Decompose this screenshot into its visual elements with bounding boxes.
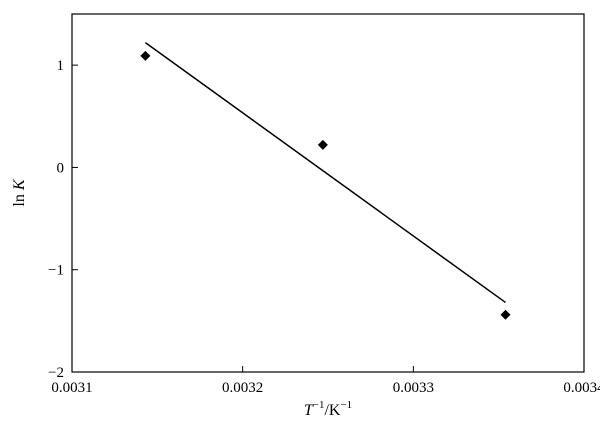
data-points (140, 50, 511, 320)
y-tick-label: 0 (57, 160, 65, 176)
fit-line-group (144, 42, 506, 304)
y-tick-label: 1 (57, 58, 65, 74)
y-axis-label: ln K (11, 178, 28, 206)
x-axis-label: T−1/K−1 (304, 399, 352, 419)
y-axis-ticks: −2 −1 0 1 (48, 58, 78, 381)
x-tick-label: 0.0031 (51, 380, 92, 396)
x-axis-ticks: 0.0031 0.0032 0.0033 0.0034 (51, 366, 600, 396)
x-tick-label: 0.0034 (563, 380, 600, 396)
plot-frame (71, 13, 585, 373)
x-tick-label: 0.0033 (393, 380, 434, 396)
y-tick-label: −1 (48, 263, 64, 279)
data-point-diamond (500, 309, 511, 320)
fit-line (144, 42, 506, 304)
x-tick-label: 0.0032 (222, 380, 263, 396)
data-point-diamond (317, 139, 328, 150)
data-point-diamond (140, 50, 151, 61)
y-tick-label: −2 (48, 365, 64, 381)
